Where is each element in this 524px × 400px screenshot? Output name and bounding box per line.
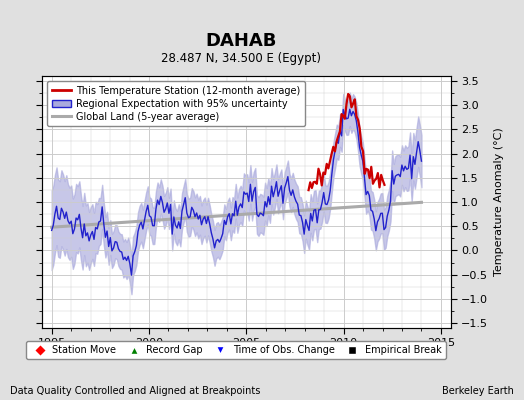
Text: DAHAB: DAHAB [205, 32, 277, 50]
Legend: Station Move, Record Gap, Time of Obs. Change, Empirical Break: Station Move, Record Gap, Time of Obs. C… [26, 341, 446, 359]
Y-axis label: Temperature Anomaly (°C): Temperature Anomaly (°C) [494, 128, 504, 276]
Text: Berkeley Earth: Berkeley Earth [442, 386, 514, 396]
Legend: This Temperature Station (12-month average), Regional Expectation with 95% uncer: This Temperature Station (12-month avera… [47, 81, 305, 126]
Text: Data Quality Controlled and Aligned at Breakpoints: Data Quality Controlled and Aligned at B… [10, 386, 261, 396]
Text: 28.487 N, 34.500 E (Egypt): 28.487 N, 34.500 E (Egypt) [161, 52, 321, 65]
